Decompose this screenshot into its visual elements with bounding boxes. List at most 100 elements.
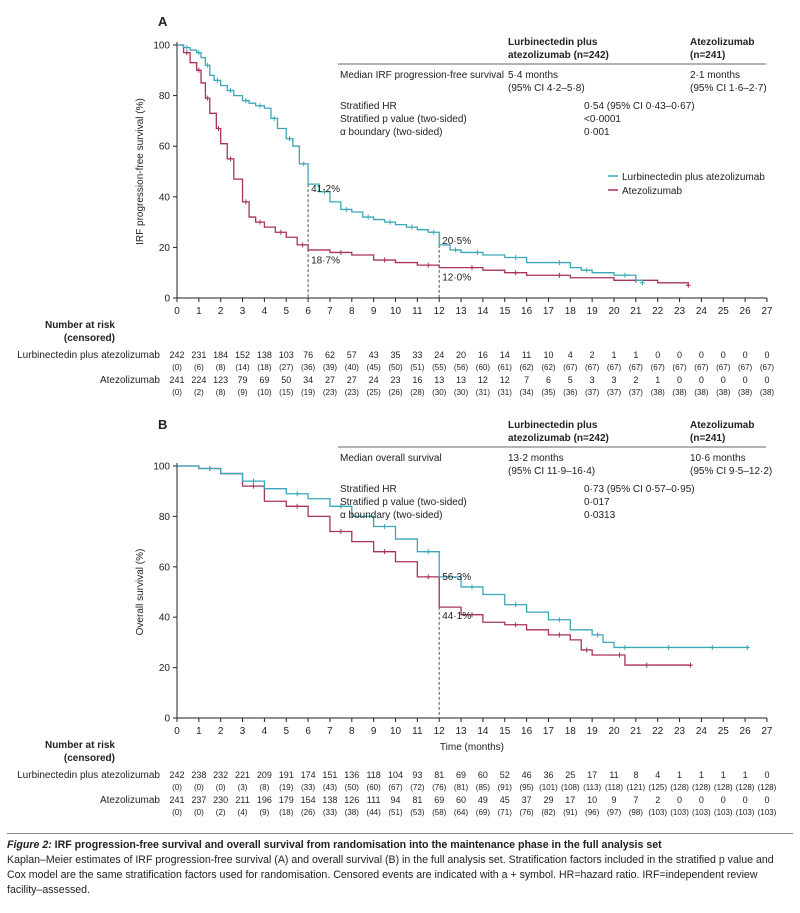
- panel-b-censor-mark-atezolizumab: [338, 529, 344, 535]
- panel-a-risk-lurbi-censored: (56): [454, 363, 469, 372]
- panel-b-risk-atezo-n: 179: [279, 795, 294, 805]
- panel-b-series-lurbinectedin-line: [177, 465, 748, 649]
- panel-a-risk-atezo-n: 24: [369, 375, 379, 385]
- panel-b-risk-atezo-n: 138: [322, 795, 337, 805]
- panel-a-censor-mark-lurbinectedin: [257, 103, 263, 109]
- panel-a-risk-lurbi-censored: (67): [651, 363, 666, 372]
- panel-b-table-row3-val: 0·017: [584, 497, 610, 508]
- panel-a-risk-lurbi-censored: (14): [235, 363, 250, 372]
- panel-b-censor-mark-atezolizumab: [584, 647, 590, 653]
- panel-b-risk-atezo-n: 81: [412, 795, 422, 805]
- panel-b-risk-lurbi-n: 1: [677, 770, 682, 780]
- panel-a-risk-atezo-censored: (25): [367, 388, 382, 397]
- panel-a-censor-mark-atezolizumab: [382, 257, 388, 263]
- panel-a-y-tick-label: 60: [159, 142, 171, 153]
- panel-a-risk-atezo-censored: (37): [607, 388, 622, 397]
- panel-a-risk-lurbi-n: 57: [347, 350, 357, 360]
- panel-a-censor-mark-atezolizumab: [184, 50, 190, 56]
- panel-a-x-tick-label: 19: [587, 306, 599, 317]
- panel-a-censor-mark-atezolizumab: [257, 219, 263, 225]
- panel-a-risk-lurbi-censored: (39): [323, 363, 338, 372]
- panel-b-risk-lurbi-n: 11: [609, 770, 618, 780]
- panel-a-risk-atezo-censored: (31): [476, 388, 491, 397]
- panel-b-risk-lurbi-n: 46: [522, 770, 532, 780]
- panel-b-x-tick-label: 18: [565, 726, 577, 737]
- panel-a-risk-lurbi-n: 0: [743, 350, 748, 360]
- panel-a-risk-atezo-n: 5: [568, 375, 573, 385]
- panel-a-table-row1-val1-ci: (95% CI 4·2–5·8): [508, 83, 585, 94]
- panel-a-risk-lurbi-n: 24: [434, 350, 444, 360]
- panel-a-risk-atezo-n: 1: [655, 375, 660, 385]
- panel-a-risk-lurbi-censored: (67): [716, 363, 731, 372]
- panel-a-risk-lurbi-n: 152: [235, 350, 250, 360]
- panel-a-censor-mark-lurbinectedin: [205, 62, 211, 68]
- panel-b-risk-atezo-censored: (58): [432, 808, 447, 817]
- panel-a-risk-lurbi-censored: (45): [367, 363, 382, 372]
- panel-b-risk-atezo-censored: (33): [323, 808, 338, 817]
- panel-b-risk-atezo-n: 0: [677, 795, 682, 805]
- panel-a-x-tick-label: 23: [674, 306, 686, 317]
- panel-b-table-row2-val: 0·73 (95% CI 0·57–0·95): [584, 484, 695, 495]
- panel-a-risk-atezo-censored: (23): [345, 388, 360, 397]
- panel-b-risk-lurbi-n: 232: [213, 770, 228, 780]
- panel-a-risk-atezo-censored: (8): [216, 388, 226, 397]
- panel-a-risk-atezo-censored: (38): [694, 388, 709, 397]
- panel-a-label-atezo-12mo: 12·0%: [442, 273, 471, 284]
- panel-b-censor-mark-lurbinectedin: [294, 491, 300, 497]
- panel-b-risk-lurbi-censored: (0): [216, 783, 226, 792]
- panel-a-risk-lurbi-n: 103: [279, 350, 294, 360]
- panel-a-x-tick-label: 1: [196, 306, 202, 317]
- panel-b-risk-lurbi-n: 8: [633, 770, 638, 780]
- panel-a-risk-lurbi-n: 20: [456, 350, 466, 360]
- panel-b-x-tick-label: 15: [499, 726, 511, 737]
- panel-a-censor-mark-atezolizumab: [205, 95, 211, 101]
- panel-a-censor-mark-atezolizumab: [243, 199, 249, 205]
- panel-b-risk-lurbi-censored: (125): [648, 783, 667, 792]
- panel-b-y-axis-label: Overall survival (%): [135, 549, 146, 636]
- panel-a-censor-mark-atezolizumab: [338, 249, 344, 255]
- panel-b-risk-lurbi-n: 4: [655, 770, 660, 780]
- panel-a-x-tick-label: 14: [477, 306, 489, 317]
- panel-a-risk-lurbi-n: 184: [213, 350, 228, 360]
- panel-b-risk-atezo-censored: (71): [498, 808, 513, 817]
- panel-a-censor-mark-lurbinectedin: [184, 45, 190, 51]
- panel-b-risk-lurbi-n: 191: [279, 770, 294, 780]
- panel-b-letter: B: [158, 417, 167, 432]
- panel-b-risk-atezo-censored: (0): [172, 808, 182, 817]
- panel-a-risk-lurbi-n: 0: [699, 350, 704, 360]
- panel-a-y-tick-label: 100: [153, 41, 170, 52]
- panel-b-table-row2-label: Stratified HR: [340, 484, 397, 495]
- panel-b-risk-atezo-censored: (103): [648, 808, 667, 817]
- panel-b-risk-lurbi-censored: (33): [301, 783, 316, 792]
- panel-b-risk-atezo-censored: (76): [519, 808, 534, 817]
- panel-b-risk-atezo-censored: (51): [388, 808, 403, 817]
- panel-b-table-row4-label: α boundary (two-sided): [340, 510, 443, 521]
- panel-b-risk-subtitle: (censored): [64, 753, 115, 764]
- panel-a-risk-lurbi-label: Lurbinectedin plus atezolizumab: [17, 350, 160, 361]
- caption-fig-label: Figure 2:: [7, 839, 52, 851]
- panel-b-x-tick-label: 0: [174, 726, 180, 737]
- panel-b-x-tick-label: 9: [371, 726, 377, 737]
- panel-b-label-atezo-12mo: 44·1%: [442, 611, 471, 622]
- panel-a-table-row3-val: <0·0001: [584, 114, 621, 125]
- panel-b-risk-atezo-censored: (97): [607, 808, 622, 817]
- panel-a-censor-mark-lurbinectedin: [474, 249, 480, 255]
- panel-a-censor-mark-lurbinectedin: [271, 115, 277, 121]
- caption-title-text: IRF progression-free survival and overal…: [51, 839, 662, 851]
- panel-a-risk-atezo-n: 12: [478, 375, 488, 385]
- panel-a-risk-atezo-n: 3: [611, 375, 616, 385]
- panel-a-table-row1-val1: 5·4 months: [508, 70, 558, 81]
- panel-a-x-tick-label: 22: [652, 306, 664, 317]
- panel-a-risk-lurbi-n: 0: [655, 350, 660, 360]
- panel-a-censor-mark-lurbinectedin: [214, 77, 220, 83]
- panel-a-censor-mark-lurbinectedin: [513, 255, 519, 261]
- panel-b-risk-lurbi-n: 1: [699, 770, 704, 780]
- panel-b-risk-atezo-label: Atezolizumab: [100, 795, 160, 806]
- panel-a-censor-mark-atezolizumab: [556, 272, 562, 278]
- panel-a-table-col2-head: Atezolizumab: [690, 37, 754, 48]
- panel-a-risk-atezo-n: 2: [633, 375, 638, 385]
- panel-b-y-tick-label: 100: [153, 462, 170, 473]
- panel-a-table-col2-head2: (n=241): [690, 50, 725, 61]
- panel-a-risk-lurbi-censored: (6): [194, 363, 204, 372]
